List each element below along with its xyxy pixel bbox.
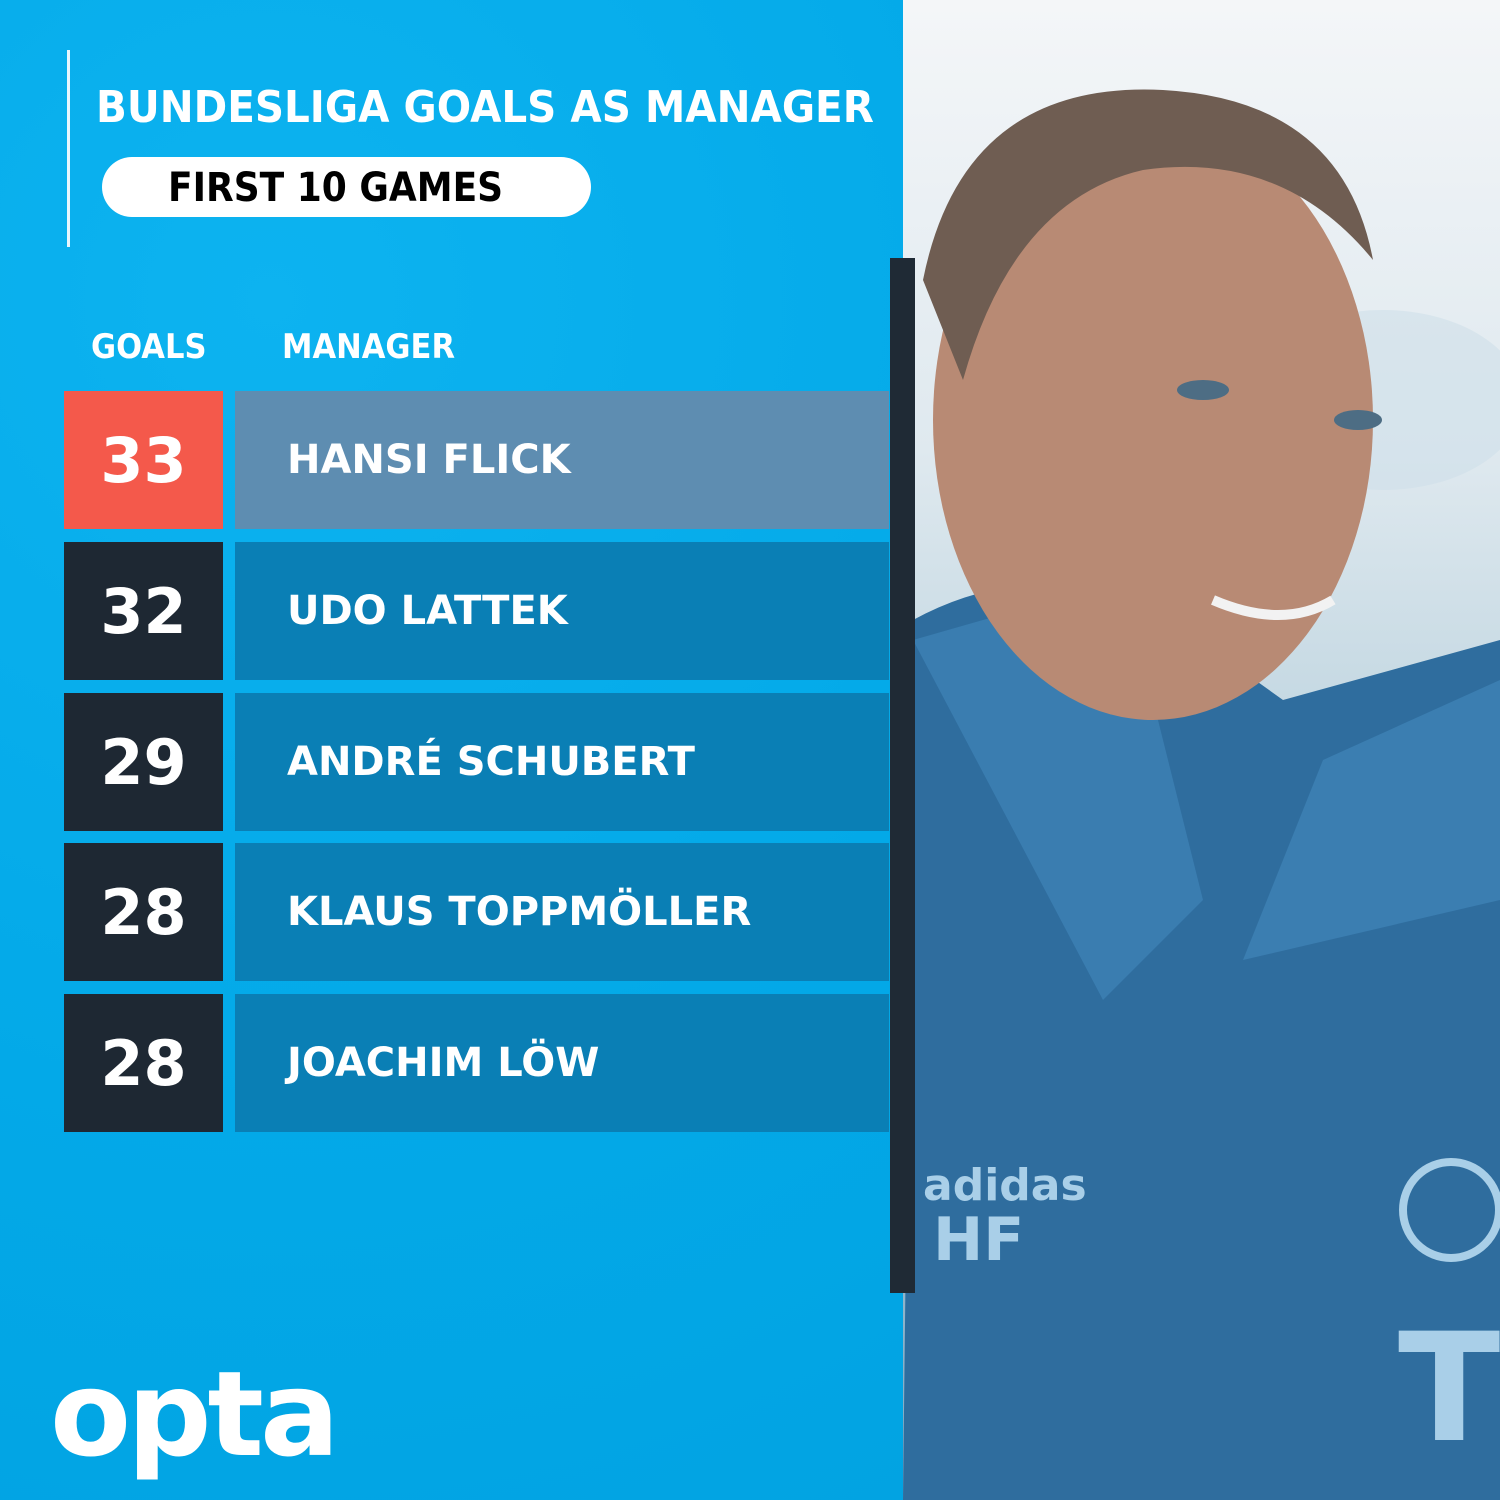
divider-bar [890, 258, 915, 1293]
table-row: 32 UDO LATTEK [64, 542, 889, 680]
table-row: 28 JOACHIM LÖW [64, 994, 889, 1132]
manager-photo-illustration: HF adidas T [903, 89, 1500, 1500]
manager-name: ANDRÉ SCHUBERT [287, 739, 695, 785]
manager-cell: ANDRÉ SCHUBERT [235, 693, 889, 831]
goals-value: 33 [64, 391, 223, 529]
goals-value: 28 [64, 994, 223, 1132]
column-header-goals: GOALS [91, 327, 207, 367]
manager-name: HANSI FLICK [287, 437, 571, 483]
manager-cell: UDO LATTEK [235, 542, 889, 680]
manager-name: UDO LATTEK [287, 588, 568, 634]
jacket-collar-right [1243, 680, 1500, 960]
opta-logo: opta [50, 1345, 340, 1483]
table-row: 29 ANDRÉ SCHUBERT [64, 693, 889, 831]
goals-value: 32 [64, 542, 223, 680]
table-row: 33 HANSI FLICK [64, 391, 889, 529]
subtitle-pill: FIRST 10 GAMES [102, 157, 591, 217]
goals-value: 29 [64, 693, 223, 831]
title-accent-line [67, 50, 70, 247]
manager-cell: HANSI FLICK [235, 391, 889, 529]
chart-title: BUNDESLIGA GOALS AS MANAGER [96, 82, 874, 133]
hair [923, 89, 1373, 380]
manager-name: JOACHIM LÖW [287, 1040, 600, 1086]
sponsor-logo: T [1398, 1302, 1500, 1476]
club-crest [1399, 1158, 1500, 1262]
manager-cell: KLAUS TOPPMÖLLER [235, 843, 889, 981]
manager-cell: JOACHIM LÖW [235, 994, 889, 1132]
column-header-manager: MANAGER [282, 327, 456, 367]
eye-left [1177, 380, 1229, 400]
jacket-initials: HF [933, 1205, 1024, 1275]
chart-subtitle: FIRST 10 GAMES [168, 165, 504, 211]
eye-right [1334, 410, 1382, 430]
manager-photo: HF adidas T [903, 0, 1500, 1500]
manager-name: KLAUS TOPPMÖLLER [287, 889, 752, 935]
goals-value: 28 [64, 843, 223, 981]
smile [1211, 595, 1336, 620]
adidas-logo: adidas [923, 1160, 1087, 1211]
face [933, 120, 1373, 720]
table-row: 28 KLAUS TOPPMÖLLER [64, 843, 889, 981]
